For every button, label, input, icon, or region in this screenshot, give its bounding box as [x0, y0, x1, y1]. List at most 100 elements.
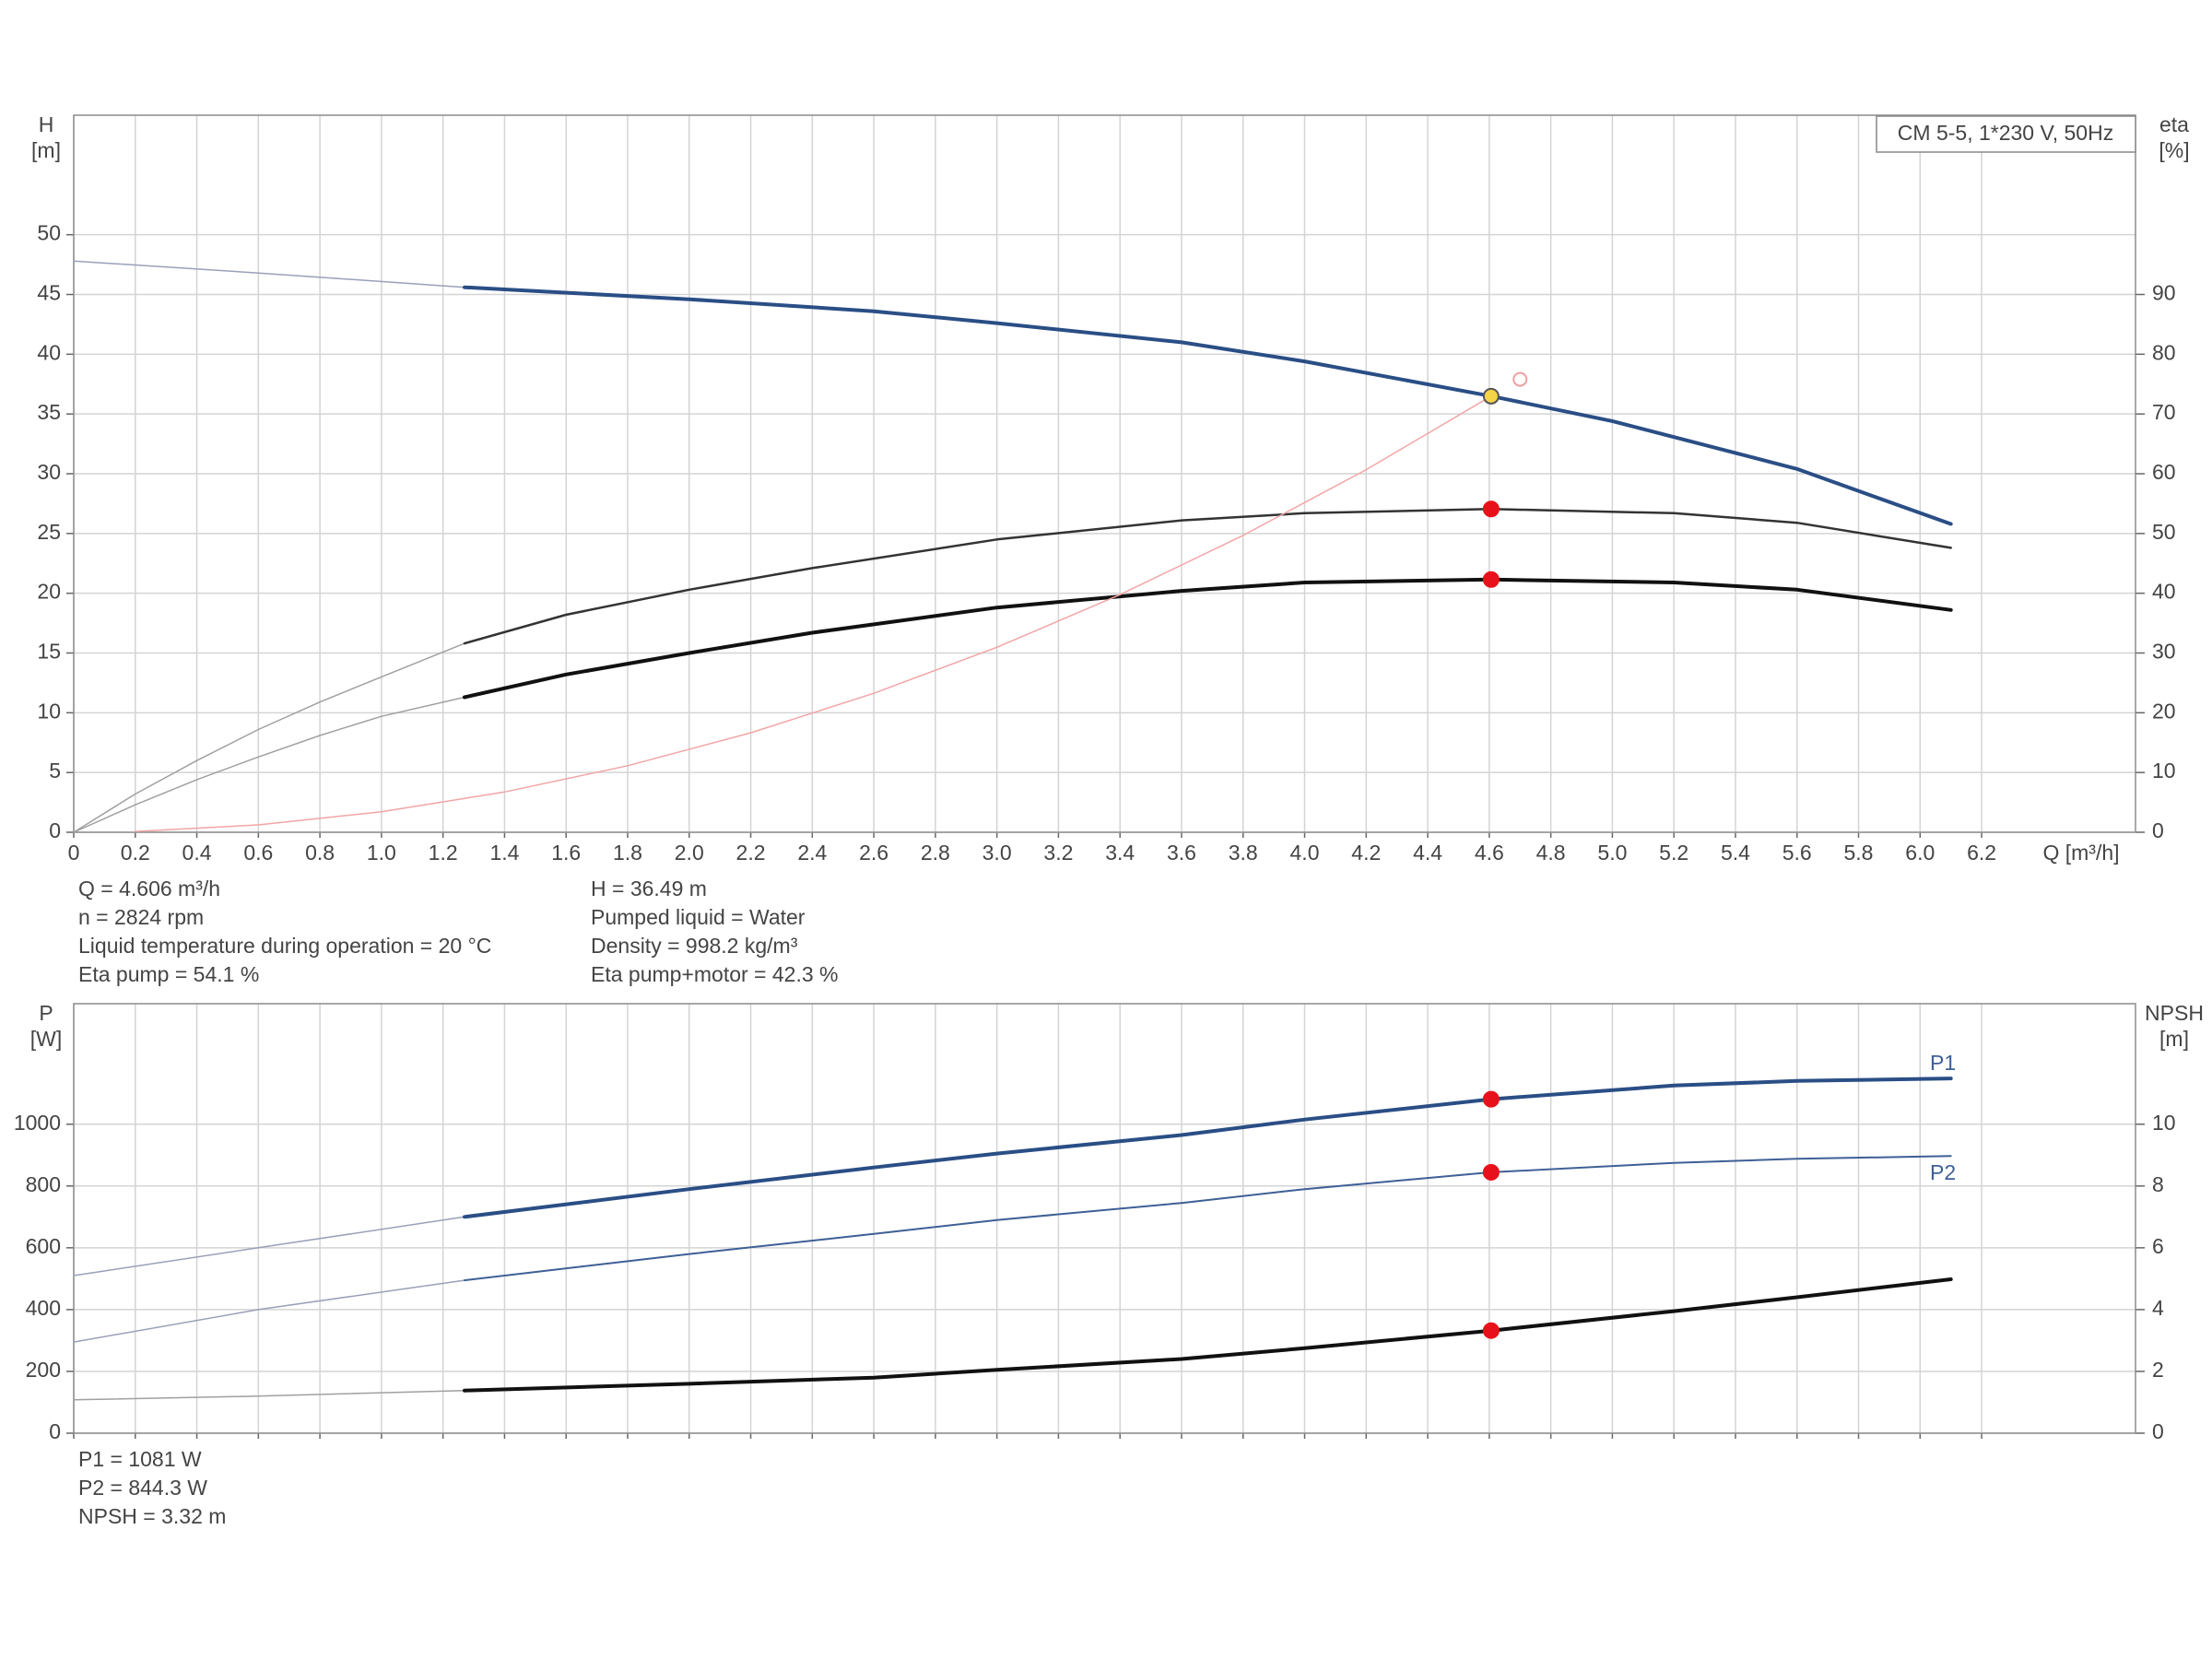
x-tick-label: 2.4: [797, 841, 827, 865]
title-box: [1876, 115, 2136, 153]
x-tick-label: 5.6: [1783, 841, 1812, 865]
y2-tick-label: 10: [2152, 1111, 2176, 1135]
x-tick-label: 4.0: [1290, 841, 1320, 865]
y-tick-label: 35: [37, 400, 61, 424]
x-tick-label: 5.4: [1721, 841, 1750, 865]
x-tick-label: 1.8: [613, 841, 642, 865]
info-text: Eta pump = 54.1 %: [78, 962, 259, 986]
x-tick-label: 3.0: [982, 841, 1012, 865]
x-tick-label: 4.8: [1536, 841, 1566, 865]
x-tick-label: 5.8: [1844, 841, 1874, 865]
y-tick-label: 50: [37, 221, 61, 245]
info-text: Q = 4.606 m³/h: [78, 877, 220, 900]
y-tick-label: 200: [26, 1358, 61, 1382]
curve: [135, 395, 1492, 832]
y2-tick-label: 90: [2152, 281, 2176, 305]
curve-label: P1: [1930, 1051, 1956, 1075]
operating-point: [1482, 1090, 1500, 1108]
info-text: Density = 998.2 kg/m³: [591, 934, 798, 958]
operating-point: [1482, 500, 1500, 518]
y-tick-label: 20: [37, 580, 61, 604]
y-tick-label: 400: [26, 1296, 61, 1320]
y2-axis-unit: [m]: [2159, 1027, 2189, 1051]
y2-tick-label: 60: [2152, 460, 2176, 484]
plot-frame: [73, 114, 2136, 833]
info-text: P1 = 1081 W: [78, 1447, 202, 1471]
info-text: NPSH = 3.32 m: [78, 1504, 226, 1528]
y-axis-unit: [W]: [30, 1027, 63, 1051]
operating-point: [1482, 1163, 1500, 1181]
x-tick-label: 4.6: [1475, 841, 1504, 865]
chart-title: CM 5-5, 1*230 V, 50Hz: [1898, 121, 2113, 145]
y2-tick-label: 8: [2152, 1172, 2164, 1196]
y2-axis-label: NPSH: [2145, 1001, 2204, 1025]
curve: [463, 577, 1953, 700]
y-axis-label: P: [39, 1001, 53, 1025]
y2-tick-label: 70: [2152, 400, 2176, 424]
plot-frame: [73, 1003, 2136, 1434]
x-tick-label: 6.2: [1967, 841, 1996, 865]
y2-tick-label: 80: [2152, 340, 2176, 364]
x-tick-label: 0.4: [182, 841, 212, 865]
x-tick-label: 2.6: [859, 841, 888, 865]
x-tick-label: 3.6: [1167, 841, 1196, 865]
curve: [463, 508, 1952, 645]
y2-axis-label: eta: [2159, 112, 2189, 136]
info-text: P2 = 844.3 W: [78, 1476, 207, 1500]
curve: [73, 642, 465, 833]
y-tick-label: 45: [37, 281, 61, 305]
x-tick-label: 0.6: [243, 841, 273, 865]
y2-tick-label: 20: [2152, 699, 2176, 723]
y-axis-unit: [m]: [31, 138, 61, 162]
info-text: H = 36.49 m: [591, 877, 707, 900]
curve: [73, 1216, 465, 1277]
x-tick-label: 6.0: [1905, 841, 1935, 865]
y-tick-label: 15: [37, 640, 61, 664]
x-tick-label: 0: [68, 841, 80, 865]
x-tick-label: 4.4: [1413, 841, 1442, 865]
y-tick-label: 25: [37, 520, 61, 544]
chart-1: 0 200 400 600 800 1000 0 2 4 6 8 10 P[W] NPSH[m] P1 P2 P…: [14, 1001, 2204, 1528]
y2-tick-label: 4: [2152, 1296, 2164, 1320]
curve: [464, 1155, 1952, 1282]
x-tick-label: 2.0: [675, 841, 704, 865]
x-tick-label: 2.2: [736, 841, 766, 865]
y-tick-label: 600: [26, 1234, 61, 1258]
x-axis-label: Q [m³/h]: [2042, 841, 2119, 865]
y-tick-label: 40: [37, 340, 61, 364]
curve: [463, 285, 1953, 526]
curve: [73, 1279, 465, 1343]
y-tick-label: 1000: [14, 1111, 61, 1135]
y-tick-label: 5: [49, 759, 61, 782]
y-tick-label: 800: [26, 1172, 61, 1196]
curve: [73, 260, 465, 288]
x-tick-label: 1.2: [429, 841, 458, 865]
x-tick-label: 0.2: [121, 841, 150, 865]
y2-tick-label: 0: [2152, 1419, 2164, 1443]
operating-point: [1512, 371, 1528, 387]
x-tick-label: 3.4: [1105, 841, 1135, 865]
y-tick-label: 0: [49, 1419, 61, 1443]
x-tick-label: 3.8: [1229, 841, 1258, 865]
x-tick-label: 1.0: [367, 841, 396, 865]
y2-tick-label: 30: [2152, 640, 2176, 664]
curve: [463, 1077, 1953, 1219]
curve: [73, 1389, 465, 1401]
y-tick-label: 10: [37, 699, 61, 723]
y2-tick-label: 40: [2152, 580, 2176, 604]
y2-tick-label: 0: [2152, 818, 2164, 842]
x-tick-label: 1.6: [551, 841, 581, 865]
info-text: n = 2824 rpm: [78, 905, 204, 929]
curve: [463, 1277, 1953, 1393]
info-text: Pumped liquid = Water: [591, 905, 806, 929]
x-tick-label: 1.4: [489, 841, 519, 865]
chart-0: 0 0.2 0.4 0.6 0.8 1.0 1.2 1.4 1.6 1.8 2.0 2.2 2.4 2.6…: [31, 112, 2190, 986]
x-tick-label: 2.8: [921, 841, 950, 865]
y2-tick-label: 6: [2152, 1234, 2164, 1258]
y2-axis-unit: [%]: [2159, 138, 2189, 162]
x-tick-label: 3.2: [1043, 841, 1073, 865]
curve: [73, 696, 465, 833]
y2-tick-label: 10: [2152, 759, 2176, 782]
